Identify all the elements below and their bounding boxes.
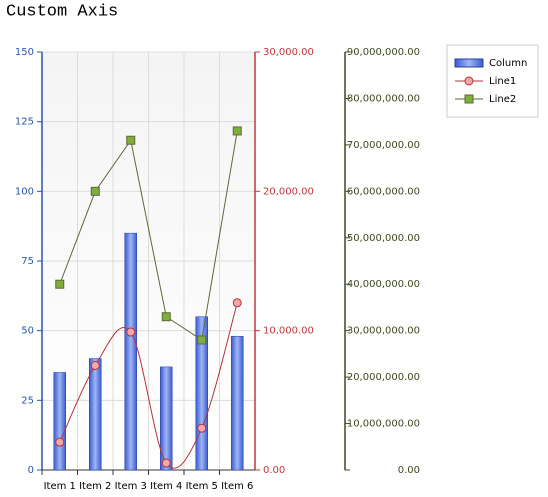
legend-label: Line1 [489,76,516,87]
y-tick-label: 0 [28,465,34,476]
y3-tick-label: 40,000,000.00 [347,279,420,290]
y-tick-label: 125 [15,117,34,128]
y3-tick-label: 50,000,000.00 [347,233,420,244]
legend-label: Line2 [489,94,516,105]
y3-tick-label: 0.00 [398,465,420,476]
y-tick-label: 150 [15,47,34,58]
x-tick-label: Item 6 [221,481,253,492]
line-marker [161,312,171,322]
line-marker [197,335,207,345]
y2-tick-label: 30,000.00 [263,47,314,58]
bar [53,372,66,471]
y3-tick-label: 20,000,000.00 [347,372,420,383]
line-marker [55,279,65,289]
legend-label: Column [489,58,527,69]
y3-tick-label: 30,000,000.00 [347,326,420,337]
y3-tick-label: 70,000,000.00 [347,140,420,151]
line-marker [232,126,242,136]
x-tick-label: Item 2 [79,481,111,492]
line-marker [90,361,100,370]
y-tick-label: 25 [21,395,34,406]
line-marker [126,135,136,145]
y-tick-label: 50 [21,326,34,337]
y2-tick-label: 0.00 [263,465,285,476]
line-marker [126,327,136,337]
x-tick-label: Item 1 [44,481,76,492]
line [59,130,238,341]
y3-tick-label: 80,000,000.00 [347,93,420,104]
legend-swatch [464,94,474,104]
y3-tick-label: 10,000,000.00 [347,419,420,430]
legend-swatch [464,76,474,86]
line-marker [55,437,65,447]
bar [231,335,244,471]
y2-tick-label: 20,000.00 [263,186,314,197]
bar [160,366,173,471]
chart-title: Custom Axis [6,2,118,21]
y3-tick-label: 90,000,000.00 [347,47,420,58]
bar [124,232,137,471]
y-tick-label: 75 [21,256,34,267]
y3-tick-label: 60,000,000.00 [347,186,420,197]
line [59,302,238,469]
line-marker [161,458,171,468]
line-marker [90,186,100,196]
line-marker [197,423,207,433]
x-tick-label: Item 4 [150,481,182,492]
legend-swatch [454,58,484,68]
line-marker [232,298,242,308]
bar [195,316,208,471]
y-tick-label: 100 [15,186,34,197]
x-tick-label: Item 5 [186,481,218,492]
bar [89,358,102,471]
x-tick-label: Item 3 [115,481,147,492]
y2-tick-label: 10,000.00 [263,326,314,337]
